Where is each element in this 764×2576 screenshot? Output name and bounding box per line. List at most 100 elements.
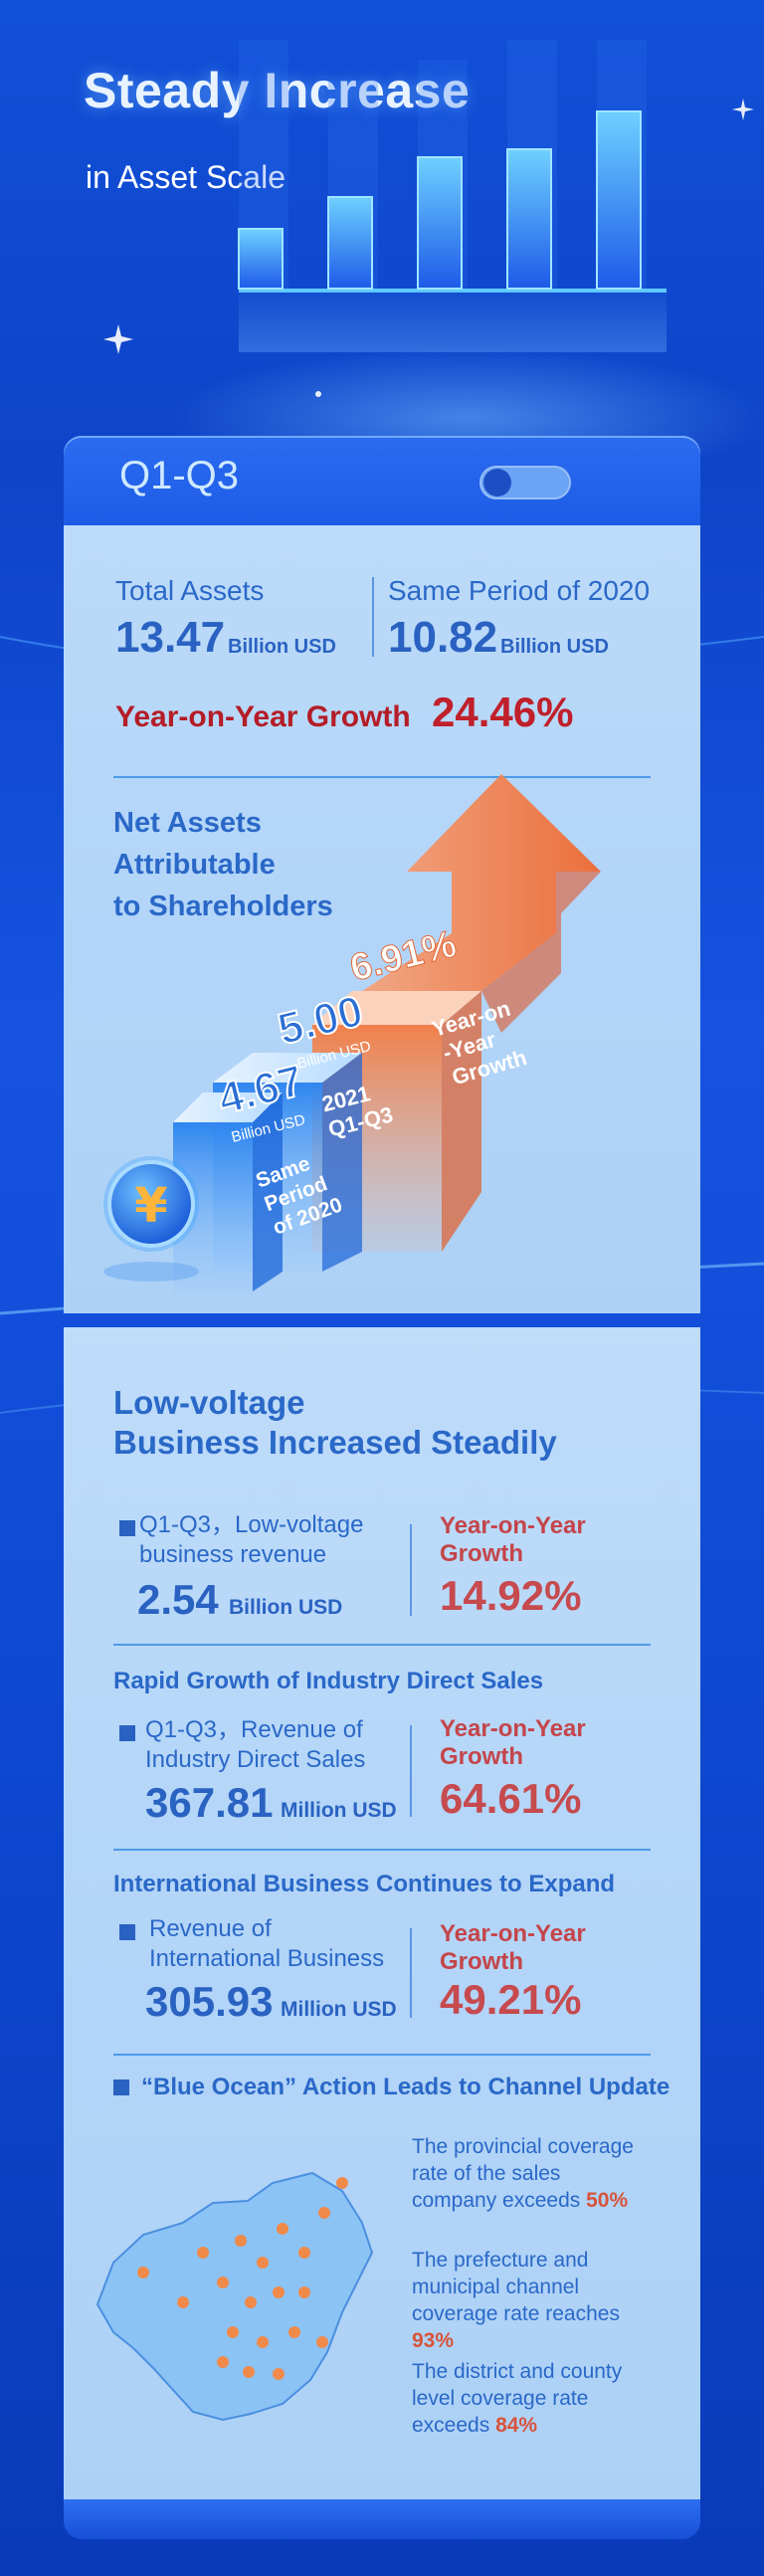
china-map-graphic [96, 2171, 374, 2422]
map-marker [137, 2267, 149, 2279]
intl-yoy-label-line: Growth [440, 1948, 523, 1975]
coverage-text: The prefecture and municipal channel cov… [412, 2249, 620, 2325]
coverage-item-prefecture: The prefecture and municipal channel cov… [412, 2247, 651, 2354]
map-marker [217, 2356, 229, 2368]
map-marker [243, 2366, 255, 2378]
ids-yoy-label: Year-on-Year Growth [440, 1715, 586, 1771]
divider [410, 1928, 412, 2018]
divider [372, 577, 374, 657]
map-marker [235, 2235, 247, 2247]
total-assets-unit: Billion USD [228, 636, 336, 658]
net-assets-title-line: to Shareholders [113, 891, 333, 922]
ids-yoy-label-line: Growth [440, 1743, 523, 1770]
divider [113, 2054, 651, 2056]
yuan-symbol: ¥ [134, 1178, 167, 1234]
ids-label-line2: Industry Direct Sales [145, 1746, 366, 1773]
divider [410, 1725, 412, 1817]
bullet-icon [113, 2080, 129, 2095]
coverage-value: 93% [412, 2329, 455, 2352]
business-title-line: Business Increased Steadily [113, 1424, 557, 1461]
card-header: Q1-Q3 [64, 436, 700, 525]
total-assets-label: Total Assets [115, 575, 265, 606]
yoy-growth-value: 24.46% [432, 689, 574, 735]
lv-yoy-label-line: Year-on-Year [440, 1512, 586, 1539]
ids-unit: Million USD [281, 1799, 397, 1822]
total-assets-value: 13.47 [115, 613, 226, 662]
bullet-icon [119, 1520, 135, 1536]
growth-arrow [362, 774, 601, 1033]
card-footer-bar [64, 2499, 700, 2539]
intl-value: 305.93 [145, 1978, 274, 2025]
same-period-label: Same Period of 2020 [388, 575, 651, 606]
net-assets-title-line: Attributable [113, 849, 276, 881]
divider [113, 776, 651, 778]
intl-yoy-label-line: Year-on-Year [440, 1920, 586, 1947]
yoy-growth-label: Year-on-Year Growth [115, 700, 411, 733]
map-marker [227, 2326, 239, 2338]
map-marker [245, 2296, 257, 2308]
hero-bar [506, 40, 557, 290]
lv-yoy-label: Year-on-Year Growth [440, 1512, 586, 1568]
map-marker [277, 2223, 288, 2235]
business-card: Low-voltage Business Increased Steadily … [64, 1327, 700, 2499]
hero-title: Steady Increase [84, 63, 471, 118]
intl-unit: Million USD [281, 1998, 397, 2021]
hero-bar [417, 60, 468, 290]
bullet-icon [119, 1725, 135, 1741]
divider [113, 1644, 651, 1646]
map-marker [298, 2247, 310, 2259]
ids-yoy-label-line: Year-on-Year [440, 1715, 586, 1742]
map-marker [257, 2257, 269, 2269]
map-marker [273, 2286, 285, 2298]
net-assets-title: Net Assets Attributable to Shareholders [113, 802, 333, 927]
coverage-item-provincial: The provincial coverage rate of the sale… [412, 2133, 651, 2214]
bullet-icon [119, 1924, 135, 1940]
coverage-item-district: The district and county level coverage r… [412, 2358, 651, 2439]
intl-yoy-value: 49.21% [440, 1976, 582, 2023]
period-label: Q1-Q3 [119, 454, 240, 497]
hero-bar [596, 40, 647, 290]
lv-yoy-label-line: Growth [440, 1540, 523, 1567]
coverage-text: The district and county level coverage r… [412, 2360, 623, 2437]
hero-bar [327, 80, 378, 290]
lv-value: 2.54 [137, 1576, 219, 1623]
map-marker [288, 2326, 300, 2338]
step1-label: Same Period of 2020 [253, 1146, 345, 1239]
q1-q3-card: Q1-Q3 Total Assets 13.47 Billion USD Sam… [64, 436, 700, 1313]
business-title: Low-voltage Business Increased Steadily [113, 1383, 557, 1463]
map-marker [177, 2296, 189, 2308]
divider [410, 1524, 412, 1616]
step-same-period [173, 1092, 283, 1291]
same-period-unit: Billion USD [500, 636, 609, 658]
intl-yoy-label: Year-on-Year Growth [440, 1920, 586, 1976]
ids-heading: Rapid Growth of Industry Direct Sales [113, 1668, 544, 1694]
period-toggle[interactable] [479, 466, 571, 499]
blue-ocean-heading: “Blue Ocean” Action Leads to Channel Upd… [141, 2074, 670, 2100]
coverage-text: The provincial coverage rate of the sale… [412, 2135, 634, 2212]
map-marker [257, 2336, 269, 2348]
lv-yoy-value: 14.92% [440, 1572, 582, 1619]
net-assets-title-line: Net Assets [113, 807, 262, 839]
hero-bar-graphic [238, 40, 667, 352]
lv-label-line2: business revenue [139, 1541, 327, 1568]
map-markers [137, 2177, 348, 2380]
business-title-line: Low-voltage [113, 1384, 305, 1421]
map-marker [318, 2207, 330, 2219]
yuan-coin-icon [103, 1156, 199, 1282]
coverage-value: 84% [495, 2414, 538, 2437]
ids-yoy-value: 64.61% [440, 1775, 582, 1822]
divider [113, 1849, 651, 1851]
map-marker [197, 2247, 209, 2259]
coverage-value: 50% [586, 2189, 629, 2212]
net-assets-stairs-graphic: 4.67 Billion USD Same Period of 2020 5.0… [103, 774, 601, 1291]
map-marker [273, 2368, 285, 2380]
intl-label-line1: Revenue of [149, 1915, 272, 1942]
lv-unit: Billion USD [229, 1596, 343, 1619]
toggle-knob [483, 469, 511, 496]
hero-bar [238, 40, 288, 290]
intl-label-line2: International Business [149, 1945, 385, 1972]
lv-label-line1: Q1-Q3，Low-voltage [139, 1511, 364, 1538]
ids-label-line1: Q1-Q3，Revenue of [145, 1716, 363, 1743]
map-marker [336, 2177, 348, 2189]
ids-value: 367.81 [145, 1779, 274, 1826]
